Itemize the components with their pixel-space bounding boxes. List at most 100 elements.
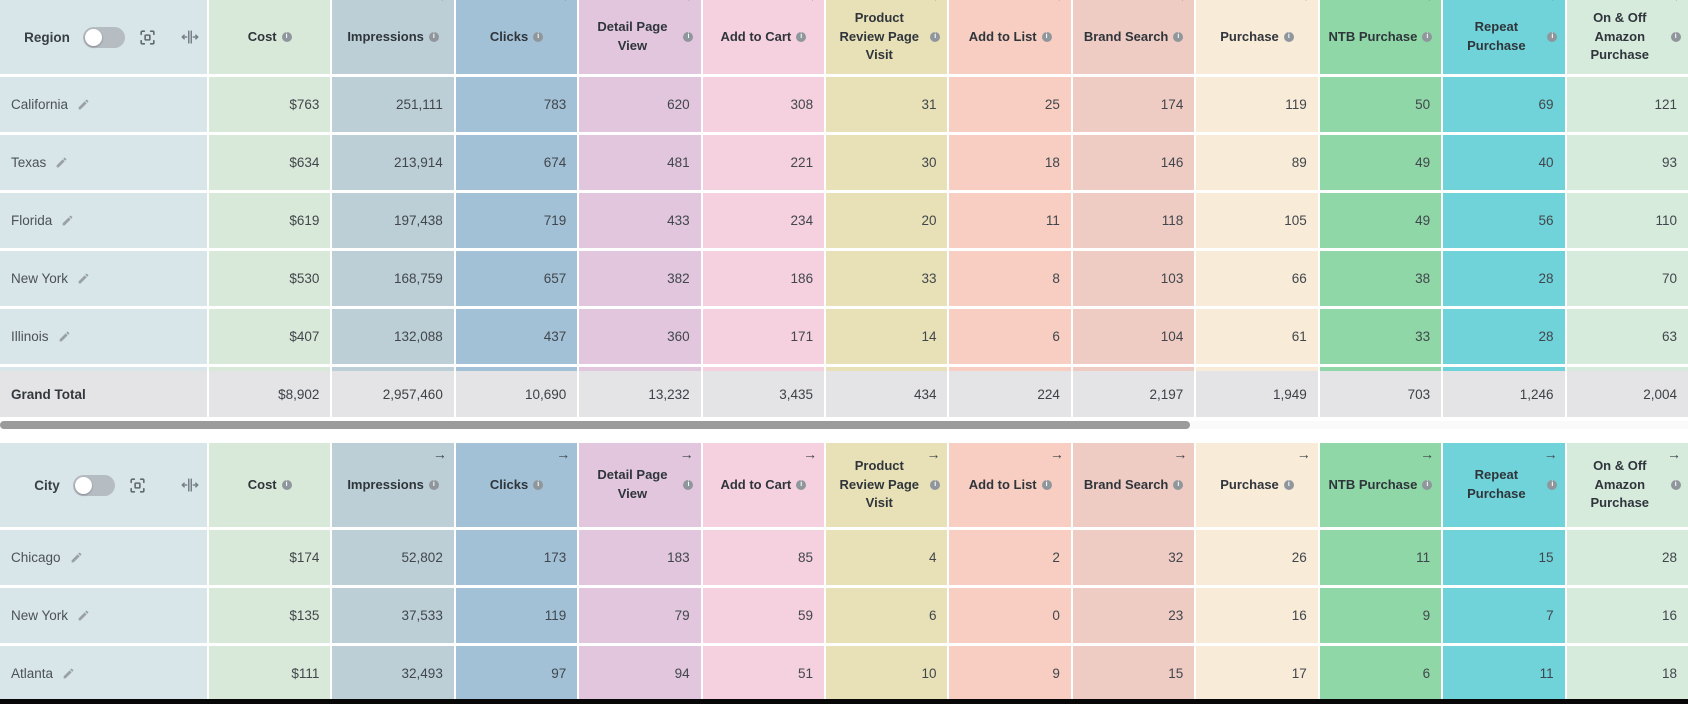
column-header-repeat-purchase[interactable]: → Repeat Purchase i: [1443, 0, 1565, 74]
expand-column-arrow-icon[interactable]: →: [1050, 0, 1064, 4]
expand-column-arrow-icon[interactable]: →: [433, 0, 447, 4]
column-header-purchase[interactable]: → Purchase i: [1196, 443, 1318, 527]
info-icon[interactable]: i: [281, 480, 292, 490]
metric-cell: 37,533: [332, 588, 454, 643]
column-header-product-review-page-visit[interactable]: → Product Review Page Visit i: [826, 443, 948, 527]
column-header-impressions[interactable]: → Impressions i: [332, 443, 454, 527]
info-icon[interactable]: i: [1041, 480, 1052, 490]
expand-column-arrow-icon[interactable]: →: [1173, 446, 1188, 462]
expand-column-arrow-icon[interactable]: →: [1297, 0, 1311, 4]
expand-column-arrow-icon[interactable]: →: [1173, 0, 1187, 4]
info-icon[interactable]: i: [1283, 32, 1294, 42]
metric-cell: 52,802: [332, 530, 454, 585]
expand-column-arrow-icon[interactable]: →: [1420, 0, 1434, 4]
info-icon[interactable]: i: [796, 480, 807, 490]
expand-column-arrow-icon[interactable]: →: [556, 0, 570, 4]
metric-cell: 33: [826, 251, 948, 306]
info-icon[interactable]: i: [1041, 32, 1052, 42]
info-icon[interactable]: i: [533, 480, 544, 490]
info-icon[interactable]: i: [683, 32, 694, 42]
metric-cell: 186: [702, 251, 825, 306]
column-header-product-review-page-visit[interactable]: → Product Review Page Visit i: [826, 0, 948, 74]
metric-cell: 197,438: [332, 193, 454, 248]
info-icon[interactable]: i: [1670, 480, 1681, 490]
expand-column-arrow-icon[interactable]: →: [1666, 446, 1681, 462]
expand-column-arrow-icon[interactable]: →: [926, 446, 941, 462]
column-header-on-off-amazon-purchase[interactable]: → On & Off Amazon Purchase i: [1566, 443, 1688, 527]
grand-total-metric-cell: 3,435: [702, 371, 825, 417]
edit-icon[interactable]: [62, 667, 75, 680]
edit-icon[interactable]: [61, 214, 74, 227]
expand-column-arrow-icon[interactable]: →: [1544, 0, 1558, 4]
expand-column-arrow-icon[interactable]: →: [432, 446, 447, 462]
expand-column-arrow-icon[interactable]: →: [1420, 446, 1435, 462]
expand-column-arrow-icon[interactable]: →: [1667, 0, 1681, 4]
info-icon[interactable]: i: [1173, 480, 1184, 490]
expand-column-arrow-icon[interactable]: →: [803, 446, 818, 462]
edit-icon[interactable]: [55, 156, 68, 169]
strip-cell: [949, 367, 1071, 371]
edit-icon[interactable]: [77, 98, 90, 111]
expand-column-arrow-icon[interactable]: →: [680, 0, 694, 4]
info-icon[interactable]: i: [1547, 32, 1558, 42]
edit-icon[interactable]: [77, 272, 90, 285]
column-header-cost[interactable]: Cost i: [209, 0, 331, 74]
expand-column-arrow-icon[interactable]: →: [556, 446, 571, 462]
metric-cell: 28: [1566, 530, 1688, 585]
info-icon[interactable]: i: [1173, 32, 1184, 42]
info-icon[interactable]: i: [533, 32, 544, 42]
column-header-impressions[interactable]: → Impressions i: [332, 0, 454, 74]
row-label: California: [11, 97, 69, 112]
info-icon[interactable]: i: [1283, 480, 1294, 490]
column-header-detail-page-view[interactable]: → Detail Page View i: [579, 0, 701, 74]
expand-column-arrow-icon[interactable]: →: [926, 0, 940, 4]
info-icon[interactable]: i: [930, 480, 941, 490]
scan-icon[interactable]: [138, 28, 157, 47]
scan-icon[interactable]: [128, 476, 147, 495]
column-header-purchase[interactable]: → Purchase i: [1196, 0, 1318, 74]
expand-column-arrow-icon[interactable]: →: [1296, 446, 1311, 462]
horizontal-scrollbar[interactable]: [0, 421, 1688, 429]
info-icon[interactable]: i: [281, 32, 292, 42]
column-header-repeat-purchase[interactable]: → Repeat Purchase i: [1443, 443, 1565, 527]
breakdown-toggle[interactable]: [72, 474, 115, 496]
info-icon[interactable]: i: [796, 32, 807, 42]
edit-icon[interactable]: [77, 609, 90, 622]
column-resize-icon[interactable]: [180, 27, 200, 47]
column-header-detail-page-view[interactable]: → Detail Page View i: [579, 443, 701, 527]
info-icon[interactable]: i: [683, 480, 694, 490]
column-header-add-to-list[interactable]: → Add to List i: [949, 0, 1071, 74]
info-icon[interactable]: i: [930, 32, 941, 42]
info-icon[interactable]: i: [428, 480, 439, 490]
info-icon[interactable]: i: [1422, 480, 1433, 490]
info-icon[interactable]: i: [1670, 32, 1681, 42]
expand-column-arrow-icon[interactable]: →: [1543, 446, 1558, 462]
info-icon[interactable]: i: [1547, 480, 1558, 490]
edit-icon[interactable]: [58, 330, 71, 343]
metric-cell: 308: [702, 77, 825, 132]
column-resize-icon[interactable]: [180, 475, 200, 495]
expand-column-arrow-icon[interactable]: →: [803, 0, 817, 4]
breakdown-toggle[interactable]: [82, 26, 125, 48]
column-header-add-to-cart[interactable]: → Add to Cart i: [702, 443, 825, 527]
dimension-label: City: [34, 477, 60, 493]
edit-icon[interactable]: [70, 551, 83, 564]
column-header-cost[interactable]: Cost i: [209, 443, 331, 527]
column-header-add-to-cart[interactable]: → Add to Cart i: [702, 0, 825, 74]
row-label: Illinois: [11, 329, 49, 344]
scrollbar-thumb[interactable]: [0, 421, 1190, 429]
column-header-label: Cost: [247, 476, 277, 492]
info-icon[interactable]: i: [428, 32, 439, 42]
expand-column-arrow-icon[interactable]: →: [1049, 446, 1064, 462]
metric-cell: 6: [826, 588, 948, 643]
column-header-on-off-amazon-purchase[interactable]: → On & Off Amazon Purchase i: [1566, 0, 1688, 74]
expand-column-arrow-icon[interactable]: →: [679, 446, 694, 462]
column-header-add-to-list[interactable]: → Add to List i: [949, 443, 1071, 527]
info-icon[interactable]: i: [1422, 32, 1433, 42]
